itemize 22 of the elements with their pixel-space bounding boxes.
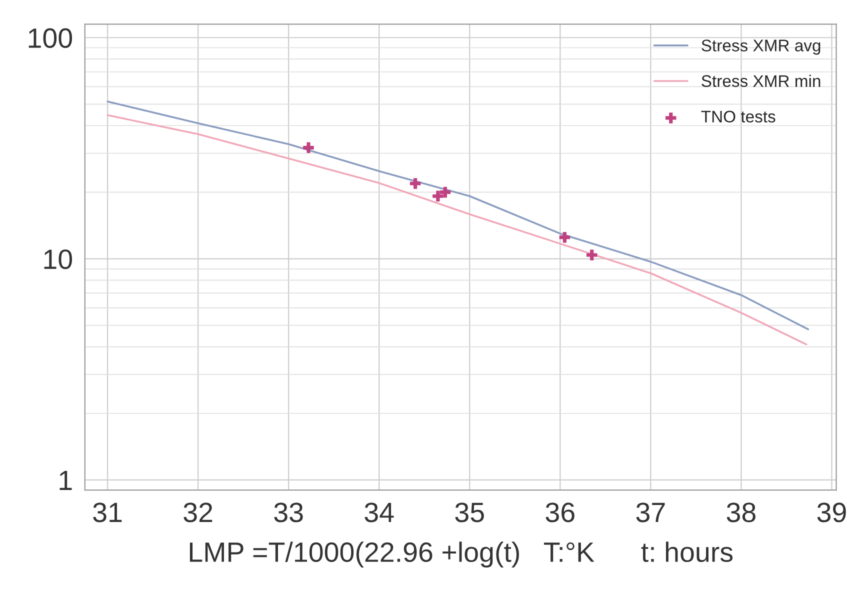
x-axis-title: LMP =T/1000(22.96 +log(t) T:°K t: hours bbox=[190, 542, 733, 568]
legend-label: TNO tests bbox=[701, 110, 776, 123]
point bbox=[559, 232, 570, 243]
x-tick-label: 37 bbox=[636, 502, 665, 522]
x-tick-label: 33 bbox=[274, 502, 303, 522]
y-tick-label: 1 bbox=[60, 470, 72, 490]
x-tick-label: 32 bbox=[184, 502, 212, 522]
x-tick-label: 35 bbox=[455, 502, 484, 522]
x-tick-label: 36 bbox=[546, 502, 574, 522]
legend-label: Stress XMR min bbox=[702, 74, 820, 87]
point bbox=[303, 142, 314, 154]
x-tick-label: 39 bbox=[817, 502, 846, 522]
point bbox=[432, 190, 444, 202]
legend-label: Stress XMR avg bbox=[702, 40, 820, 55]
x-tick-label: 38 bbox=[726, 502, 756, 522]
x-tick-label: 34 bbox=[364, 502, 394, 522]
point bbox=[440, 186, 451, 198]
y-tick-label: 100 bbox=[28, 28, 72, 48]
point bbox=[586, 250, 598, 260]
x-tick-label: 31 bbox=[93, 502, 122, 522]
y-tick-label: 10 bbox=[44, 249, 72, 270]
point bbox=[410, 178, 421, 189]
